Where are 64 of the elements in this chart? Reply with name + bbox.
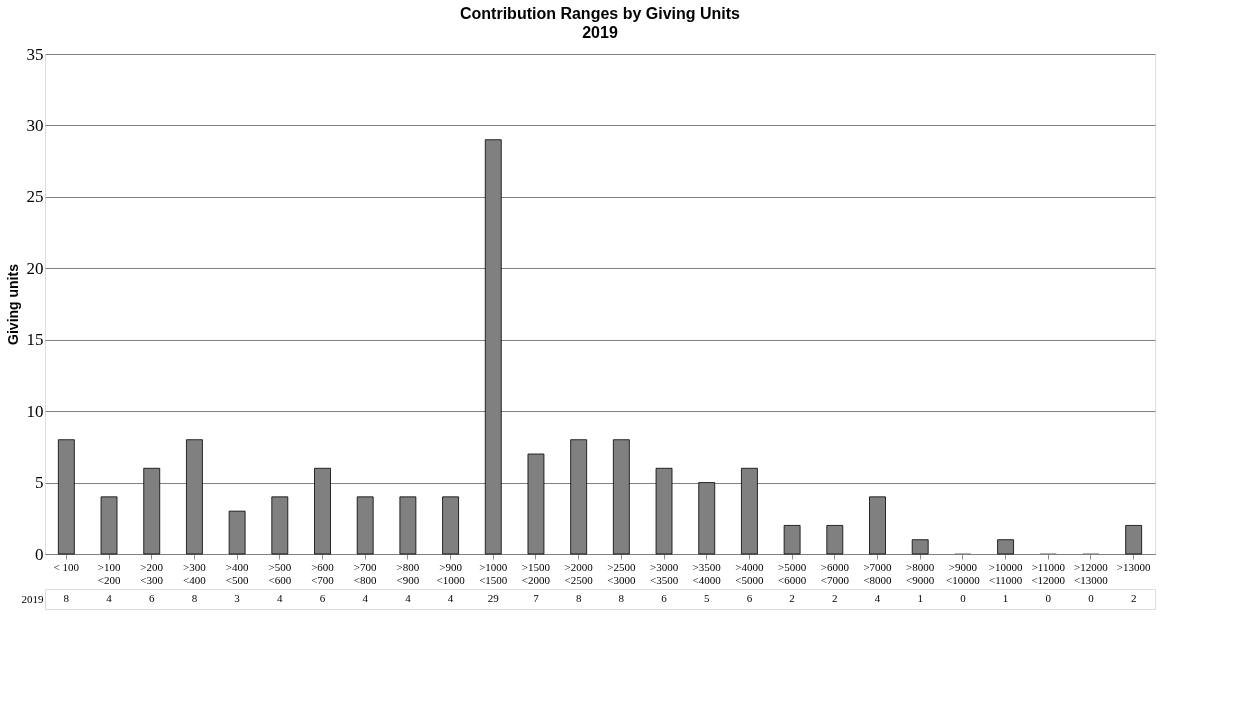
data-label: 6 (661, 592, 668, 604)
x-tick-label: >600 <700 (311, 560, 335, 586)
data-label: 2 (789, 592, 795, 604)
x-tick-label: >6000 <7000 (820, 560, 850, 586)
data-label: 0 (1045, 592, 1052, 604)
x-tick-label: >5000 <6000 (778, 560, 807, 586)
y-tick-label: 35 (26, 44, 44, 64)
data-label: 6 (319, 592, 326, 604)
x-tick-label: >8000 <9000 (906, 560, 935, 586)
y-tick-label: 20 (26, 258, 44, 278)
data-label: 2 (832, 592, 838, 604)
y-tick-label: 10 (26, 401, 44, 421)
data-label: 6 (148, 592, 155, 604)
data-label: 4 (362, 592, 369, 604)
data-label: 8 (575, 592, 582, 604)
data-label: 29 (487, 592, 500, 604)
data-label: 3 (234, 592, 241, 604)
x-tick-label: >2500 <3000 (607, 560, 636, 586)
x-tick-label: >300 <400 (183, 560, 207, 586)
x-tick-label: >4000 <5000 (735, 560, 765, 586)
chart-subtitle: 2019 (582, 24, 618, 41)
data-label: 4 (447, 592, 454, 604)
data-label: 2 (1130, 592, 1137, 604)
y-tick-label: 15 (26, 330, 44, 350)
x-tick-label: >500 <600 (268, 560, 292, 586)
x-tick-label: < 100 (53, 560, 80, 573)
y-tick-label: 0 (35, 544, 44, 564)
text: 2019 (21, 592, 44, 605)
data-label: 5 (703, 592, 710, 604)
x-tick-label: >900 <1000 (436, 560, 466, 586)
data-label: 8 (618, 592, 625, 604)
x-tick-label: >9000 <10000 (946, 560, 981, 586)
data-label: 7 (533, 592, 540, 604)
data-label: 0 (960, 592, 967, 604)
x-tick-label: >1000 <1500 (479, 560, 508, 586)
x-tick-label: >200 <300 (140, 560, 164, 586)
x-tick-label: >100 <200 (97, 560, 121, 586)
x-tick-label: >800 <900 (396, 560, 420, 586)
x-tick-label: >400 <500 (225, 560, 249, 586)
x-tick-label: >12000 <13000 (1074, 560, 1109, 586)
data-label: 4 (874, 592, 881, 604)
x-tick-label: >11000 <12000 (1031, 560, 1066, 586)
y-tick-label: 30 (26, 115, 44, 135)
data-label: 6 (746, 592, 753, 604)
x-tick-label: >3500 <4000 (692, 560, 722, 586)
data-label: 1 (917, 592, 923, 604)
x-tick-label: >10000 <11000 (988, 560, 1023, 586)
x-tick-label: >3000 <3500 (649, 560, 679, 586)
x-tick-label: >1500 <2000 (521, 560, 551, 586)
x-tick-label: >13000 (1116, 560, 1151, 573)
data-label: 8 (191, 592, 198, 604)
y-tick-label: 5 (35, 473, 44, 493)
data-label: 4 (277, 592, 284, 604)
x-tick-label: >7000 <8000 (863, 560, 893, 586)
x-tick-label: >700 <800 (353, 560, 378, 586)
data-label: 1 (1002, 592, 1009, 604)
data-label: 8 (63, 592, 70, 604)
x-tick-label: >2000 <2500 (564, 560, 594, 586)
y-axis-title: Giving units (4, 263, 21, 345)
data-label: 0 (1088, 592, 1095, 604)
data-label: 4 (106, 592, 113, 604)
y-tick-label: 25 (26, 187, 44, 207)
data-label: 4 (405, 592, 412, 604)
chart-title: Contribution Ranges by Giving Units (460, 5, 741, 22)
